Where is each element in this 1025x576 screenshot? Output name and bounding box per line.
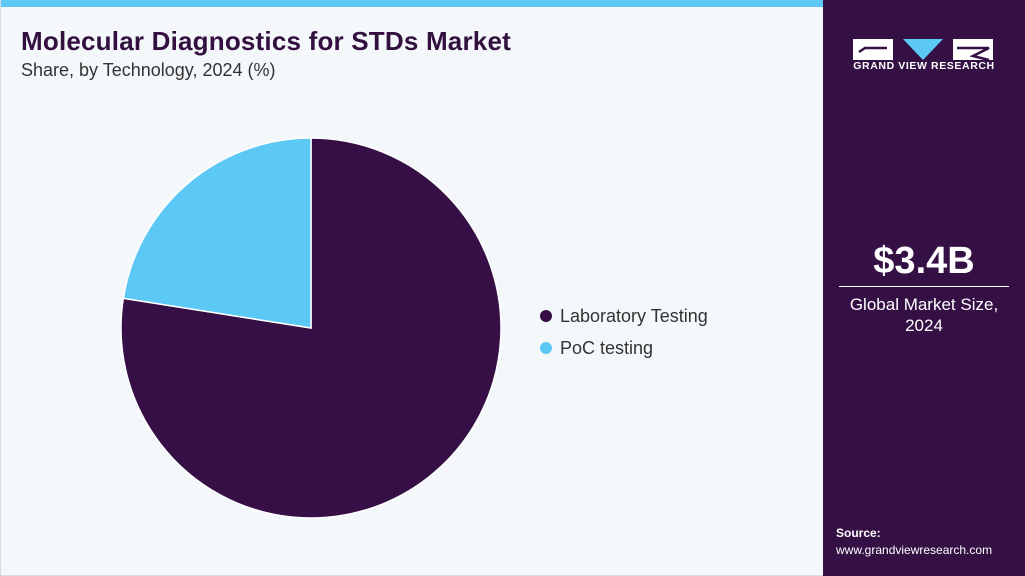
legend: Laboratory Testing PoC testing [540,300,708,364]
legend-label-poc-testing: PoC testing [560,337,654,358]
chart-title: Molecular Diagnostics for STDs Market [21,26,511,56]
legend-label-laboratory-testing: Laboratory Testing [560,305,708,326]
legend-swatch-laboratory-testing [540,310,552,322]
source-label: Source: [836,526,881,540]
chart-subtitle: Share, by Technology, 2024 (%) [21,60,276,80]
market-size-divider [839,286,1009,287]
legend-item-laboratory-testing: Laboratory Testing [540,300,708,332]
pie-slice-poc-testing [122,137,312,329]
logo-text: GRAND VIEW RESEARCH [853,60,995,72]
pie-chart [120,137,502,519]
chart-panel: Molecular Diagnostics for STDs Market Sh… [0,0,824,576]
legend-swatch-poc-testing [540,342,552,354]
info-sidebar: GRAND VIEW RESEARCH $3.4B Global Market … [823,0,1025,576]
market-size-label: Global Market Size, 2024 [849,295,999,335]
market-size-value: $3.4B [873,240,975,282]
source-url[interactable]: www.grandviewresearch.com [836,543,993,557]
accent-bar [1,0,824,7]
legend-item-poc-testing: PoC testing [540,332,708,364]
grand-view-research-logo [853,39,993,62]
